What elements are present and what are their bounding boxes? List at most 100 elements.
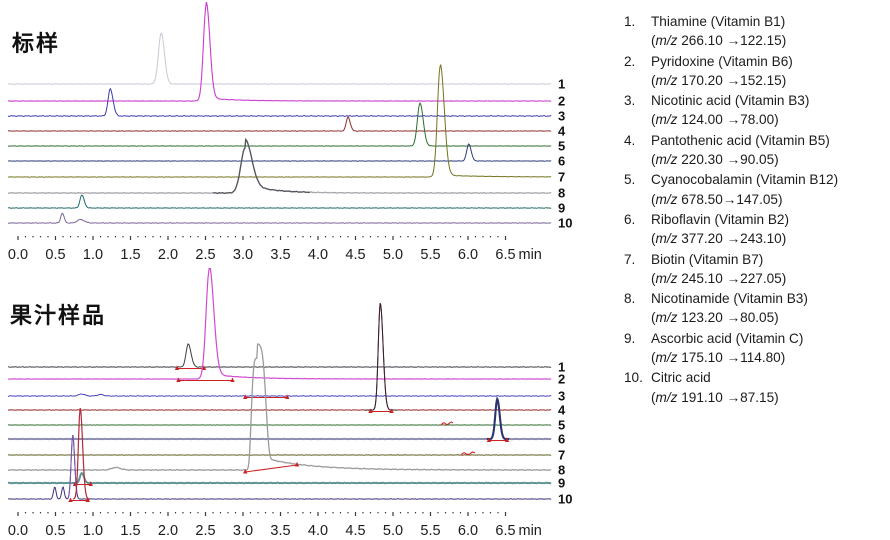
- peak-overlay: [67, 434, 78, 500]
- compound-name: Pyridoxine (Vitamin B6): [651, 53, 793, 69]
- axis-tick-label: 6.5: [495, 247, 515, 262]
- legend-item: 5. Cyanocobalamin (Vitamin B12) (m/z 678.5…: [624, 170, 886, 209]
- legend-item: 2. Pyridoxine (Vitamin B6) (m/z 170.20 →15…: [624, 52, 886, 91]
- trace-number-label: 10: [558, 492, 572, 507]
- mz-transition: (m/z 266.10 →122.15): [651, 33, 787, 49]
- peak-overlay: [212, 138, 310, 195]
- trace-number-label: 2: [558, 372, 565, 387]
- integration-baseline-marker: [174, 365, 207, 370]
- trace-8: 8: [7, 343, 565, 478]
- trace-6: 6: [7, 143, 565, 169]
- trace-9: 9: [7, 194, 565, 216]
- trace-7: 7: [7, 63, 565, 185]
- axis-tick-label: 5.5: [420, 523, 440, 539]
- legend-item-number: 10.: [624, 370, 643, 386]
- axis-tick-label: 6.0: [458, 247, 478, 262]
- legend-item-number: 1.: [624, 14, 636, 29]
- legend-item: 4. Pantothenic acid (Vitamin B5) (m/z 220.…: [624, 131, 886, 170]
- mz-transition: (m/z 123.20 →80.05): [651, 310, 779, 326]
- axis-tick-label: 2.0: [158, 523, 178, 539]
- trace-number-label: 4: [558, 403, 566, 418]
- trace-number-label: 6: [558, 154, 565, 169]
- panel-title-juice: 果汁样品: [10, 303, 107, 328]
- compound-name: Ascorbic acid (Vitamin C): [651, 330, 804, 346]
- compound-name: Nicotinic acid (Vitamin B3): [651, 93, 810, 109]
- trace-10: 10: [7, 212, 572, 231]
- mz-transition: (m/z 377.20 →243.10): [651, 231, 787, 247]
- compound-name: Cyanocobalamin (Vitamin B12): [651, 172, 839, 188]
- legend-item-number: 7.: [624, 251, 636, 267]
- trace-1: 1: [7, 343, 565, 375]
- integrated-peak: [72, 407, 90, 500]
- legend-item: 3. Nicotinic acid (Vitamin B3) (m/z 124.00…: [624, 91, 886, 130]
- axis-tick-label: 0.5: [45, 523, 65, 539]
- axis-tick-label: 3.5: [270, 523, 290, 539]
- axis-tick-label: 6.5: [495, 523, 515, 539]
- mz-transition: (m/z 678.50→147.05): [651, 191, 783, 207]
- trace-8: 8: [7, 137, 565, 201]
- trace-10: 10: [7, 407, 572, 507]
- axis-tick-label: 4.5: [345, 247, 365, 262]
- axis-tick-label: 5.0: [383, 523, 403, 539]
- integration-event-marker: [440, 421, 454, 426]
- trace-number-label: 8: [558, 463, 565, 478]
- compound-name: Citric acid: [651, 370, 711, 386]
- axis-tick-label: 0.0: [8, 523, 28, 539]
- axis-tick-label: 1.5: [120, 523, 140, 539]
- trace-3: 3: [7, 87, 565, 124]
- chromatogram-panel-juice: 0.0 0.5 1.0 1.5 2.0 2.5 3.0 3.5 4.0 4.5 5.0 5.5 6.0 6…: [7, 268, 572, 539]
- axis-tick-label: 3.5: [270, 247, 290, 262]
- compound-name: Thiamine (Vitamin B1): [651, 14, 786, 29]
- compound-name: Nicotinamide (Vitamin B3): [651, 291, 808, 307]
- trace-number-label: 4: [558, 124, 566, 139]
- integration-baseline-marker: [243, 462, 300, 474]
- trace-4: 4: [7, 302, 566, 418]
- trace-6: 6: [7, 396, 565, 447]
- x-axis: 0.0 0.5 1.0 1.5 2.0 2.5 3.0 3.5 4.0 4.5 5.0 5.5 6.0 6…: [8, 512, 542, 539]
- axis-tick-label: 2.5: [195, 247, 215, 262]
- trace-3: 3: [7, 389, 565, 404]
- legend-item-number: 3.: [624, 93, 636, 109]
- trace-number-label: 1: [558, 77, 565, 92]
- trace-1: 1: [7, 32, 565, 92]
- axis-tick-label: 4.0: [308, 523, 328, 539]
- trace-number-label: 6: [558, 432, 565, 447]
- axis-tick-label: 5.0: [383, 247, 403, 262]
- axis-tick-label: 5.5: [420, 247, 440, 262]
- legend-item: 6. Riboflavin (Vitamin B2) (m/z 377.20 →24…: [624, 210, 886, 249]
- trace-number-label: 8: [558, 186, 565, 201]
- mz-transition: (m/z 175.10 →114.80): [651, 350, 786, 366]
- mz-transition: (m/z 191.10 →87.15): [651, 389, 779, 405]
- trace-number-label: 3: [558, 389, 565, 404]
- legend-item-number: 5.: [624, 172, 636, 188]
- legend-item: 9. Ascorbic acid (Vitamin C) (m/z 175.10 →…: [624, 329, 886, 368]
- integration-baseline-marker: [68, 497, 90, 502]
- trace-number-label: 3: [558, 109, 565, 124]
- axis-tick-label: 3.0: [233, 523, 253, 539]
- compound-legend: 1. Thiamine (Vitamin B1) (m/z 266.10 →122.…: [624, 12, 886, 408]
- axis-tick-label: 1.0: [83, 523, 103, 539]
- compound-name: Biotin (Vitamin B7): [651, 251, 764, 267]
- trace-number-label: 9: [558, 201, 565, 216]
- integration-baseline-marker: [176, 377, 235, 382]
- axis-tick-label: 4.0: [308, 247, 328, 262]
- trace-number-label: 5: [558, 139, 565, 154]
- trace-4: 4: [7, 116, 566, 139]
- axis-tick-label: 1.0: [83, 247, 103, 262]
- axis-tick-label: 6.0: [458, 523, 478, 539]
- axis-tick-label: 1.5: [120, 247, 140, 262]
- integration-event-marker: [460, 451, 476, 456]
- trace-number-label: 2: [558, 94, 565, 109]
- mz-transition: (m/z 170.20 →152.15): [651, 72, 787, 88]
- legend-item-number: 4.: [624, 132, 636, 148]
- trace-number-label: 9: [558, 476, 565, 491]
- trace-number-label: 7: [558, 170, 565, 185]
- trace-9: 9: [7, 472, 565, 491]
- trace-5: 5: [7, 102, 565, 154]
- mz-transition: (m/z 245.10 →227.05): [651, 270, 787, 286]
- legend-item-number: 2.: [624, 53, 636, 69]
- axis-tick-label: 2.0: [158, 247, 178, 262]
- axis-tick-label: 0.5: [45, 247, 65, 262]
- trace-number-label: 1: [558, 360, 565, 375]
